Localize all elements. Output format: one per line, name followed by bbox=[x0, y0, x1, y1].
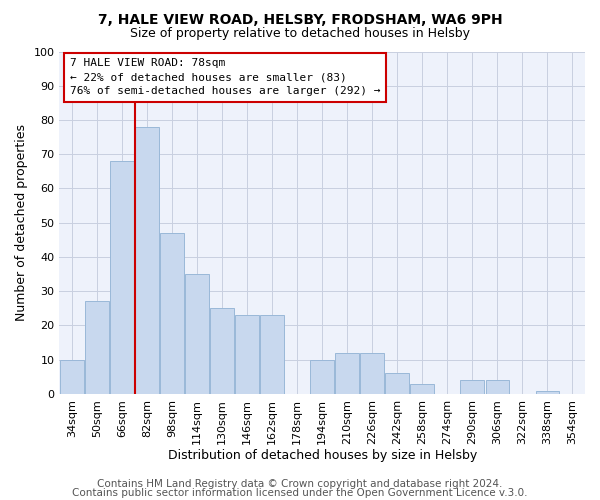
Bar bbox=[536, 390, 559, 394]
Text: Contains HM Land Registry data © Crown copyright and database right 2024.: Contains HM Land Registry data © Crown c… bbox=[97, 479, 503, 489]
Bar bbox=[160, 233, 184, 394]
Bar bbox=[460, 380, 484, 394]
Bar bbox=[361, 353, 384, 394]
Bar bbox=[185, 274, 209, 394]
Bar bbox=[410, 384, 434, 394]
Bar bbox=[135, 127, 159, 394]
Y-axis label: Number of detached properties: Number of detached properties bbox=[15, 124, 28, 321]
Bar bbox=[60, 360, 84, 394]
Text: Contains public sector information licensed under the Open Government Licence v.: Contains public sector information licen… bbox=[72, 488, 528, 498]
Text: Size of property relative to detached houses in Helsby: Size of property relative to detached ho… bbox=[130, 28, 470, 40]
Bar bbox=[260, 315, 284, 394]
Bar bbox=[85, 302, 109, 394]
Text: 7, HALE VIEW ROAD, HELSBY, FRODSHAM, WA6 9PH: 7, HALE VIEW ROAD, HELSBY, FRODSHAM, WA6… bbox=[98, 12, 502, 26]
Bar bbox=[485, 380, 509, 394]
Text: 7 HALE VIEW ROAD: 78sqm
← 22% of detached houses are smaller (83)
76% of semi-de: 7 HALE VIEW ROAD: 78sqm ← 22% of detache… bbox=[70, 58, 380, 96]
Bar bbox=[335, 353, 359, 394]
Bar bbox=[110, 161, 134, 394]
Bar bbox=[235, 315, 259, 394]
Bar bbox=[385, 374, 409, 394]
Bar bbox=[210, 308, 234, 394]
Bar bbox=[310, 360, 334, 394]
X-axis label: Distribution of detached houses by size in Helsby: Distribution of detached houses by size … bbox=[167, 450, 477, 462]
